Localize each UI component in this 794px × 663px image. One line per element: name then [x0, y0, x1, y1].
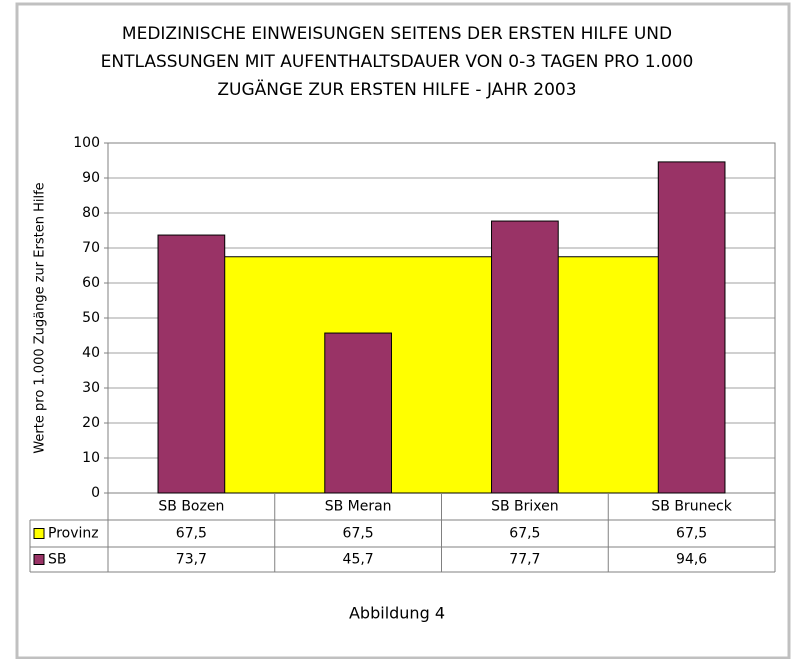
table-value: 94,6: [676, 552, 707, 568]
table-value: 73,7: [176, 552, 207, 568]
chart-title: MEDIZINISCHE EINWEISUNGEN SEITENS DER ER…: [122, 24, 672, 44]
y-tick-label: 50: [82, 310, 100, 326]
y-tick-label: 0: [91, 485, 100, 501]
chart-title: ZUGÄNGE ZUR ERSTEN HILFE - JAHR 2003: [217, 79, 576, 100]
legend-swatch: [33, 554, 45, 565]
legend-swatch: [33, 528, 45, 539]
bar: [491, 220, 559, 494]
table-value: 67,5: [509, 526, 540, 542]
chart-title: ENTLASSUNGEN MIT AUFENTHALTSDAUER VON 0-…: [101, 52, 694, 72]
table-value: 45,7: [343, 552, 374, 568]
y-tick-label: 40: [82, 345, 100, 361]
x-tick-label: SB Meran: [325, 499, 392, 515]
y-tick-label: 20: [82, 415, 100, 431]
y-axis-label: Werte pro 1.000 Zugänge zur Ersten Hilfe: [33, 182, 48, 453]
table-value: 67,5: [676, 526, 707, 542]
bar: [657, 161, 726, 494]
y-tick-label: 80: [82, 205, 100, 221]
y-tick-label: 100: [73, 135, 100, 151]
y-tick-label: 70: [82, 240, 100, 256]
y-tick-label: 30: [82, 380, 100, 396]
x-tick-label: SB Brixen: [491, 499, 559, 515]
bar: [324, 332, 392, 494]
area: [190, 256, 693, 494]
table-value: 77,7: [509, 552, 540, 568]
y-tick-label: 10: [82, 450, 100, 466]
table-value: 67,5: [343, 526, 374, 542]
legend-label: SB: [48, 552, 67, 568]
x-tick-label: SB Bruneck: [651, 499, 732, 515]
y-tick-label: 90: [82, 170, 100, 186]
legend-label: Provinz: [48, 526, 99, 542]
table-value: 67,5: [176, 526, 207, 542]
frame: [15, 2, 791, 660]
y-tick-label: 60: [82, 275, 100, 291]
x-tick-label: SB Bozen: [158, 499, 224, 515]
bar: [157, 234, 226, 494]
caption: Abbildung 4: [349, 604, 445, 623]
